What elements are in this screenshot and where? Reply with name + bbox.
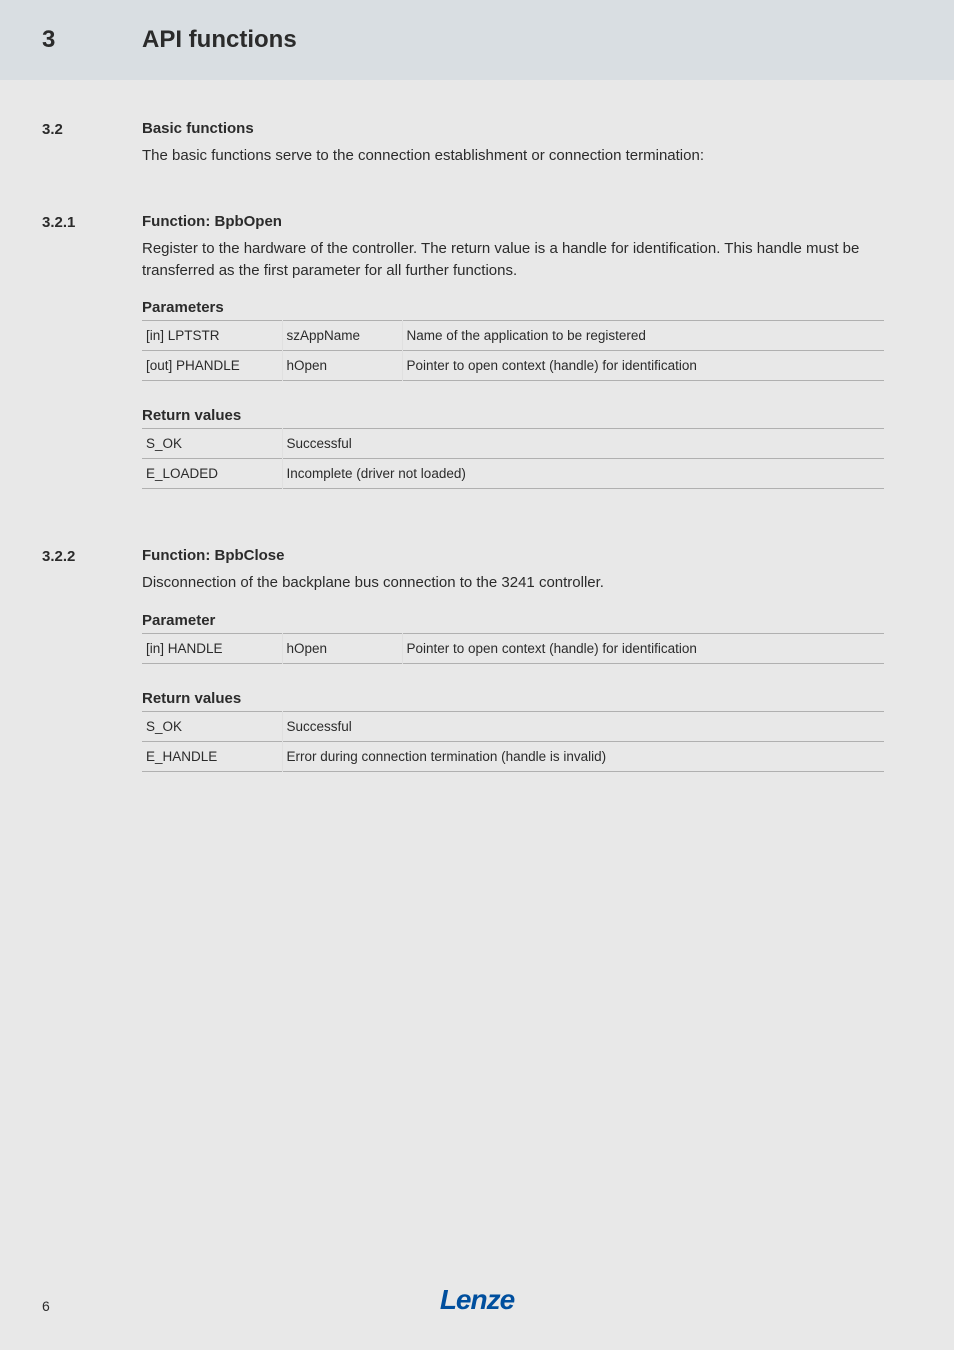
return-desc: Incomplete (driver not loaded): [282, 459, 884, 489]
parameters-label: Parameter: [142, 612, 884, 629]
section-title: Function: BpbClose: [142, 547, 884, 564]
section-number: 3.2.2: [42, 547, 142, 798]
return-desc: Error during connection termination (han…: [282, 742, 884, 772]
param-desc: Name of the application to be registered: [402, 321, 884, 351]
param-name: hOpen: [282, 634, 402, 664]
return-values-table: S_OK Successful E_HANDLE Error during co…: [142, 711, 884, 772]
table-row: [in] HANDLE hOpen Pointer to open contex…: [142, 634, 884, 664]
section-intro: Disconnection of the backplane bus conne…: [142, 572, 884, 594]
section-title: Basic functions: [142, 120, 884, 137]
parameters-table: [in] HANDLE hOpen Pointer to open contex…: [142, 633, 884, 664]
return-code: E_LOADED: [142, 459, 282, 489]
param-type: [in] HANDLE: [142, 634, 282, 664]
table-row: S_OK Successful: [142, 712, 884, 742]
return-desc: Successful: [282, 712, 884, 742]
param-name: hOpen: [282, 351, 402, 381]
return-code: S_OK: [142, 712, 282, 742]
parameters-label: Parameters: [142, 299, 884, 316]
table-row: [out] PHANDLE hOpen Pointer to open cont…: [142, 351, 884, 381]
param-desc: Pointer to open context (handle) for ide…: [402, 351, 884, 381]
table-row: S_OK Successful: [142, 429, 884, 459]
section-number: 3.2: [42, 120, 142, 185]
chapter-header: 3 API functions: [0, 0, 954, 80]
section-title: Function: BpbOpen: [142, 213, 884, 230]
param-name: szAppName: [282, 321, 402, 351]
param-type: [out] PHANDLE: [142, 351, 282, 381]
section-intro: The basic functions serve to the connect…: [142, 145, 884, 167]
return-values-label: Return values: [142, 407, 884, 424]
table-row: [in] LPTSTR szAppName Name of the applic…: [142, 321, 884, 351]
chapter-number: 3: [42, 26, 142, 54]
table-row: E_HANDLE Error during connection termina…: [142, 742, 884, 772]
section-intro: Register to the hardware of the controll…: [142, 238, 884, 282]
return-values-label: Return values: [142, 690, 884, 707]
param-type: [in] LPTSTR: [142, 321, 282, 351]
param-desc: Pointer to open context (handle) for ide…: [402, 634, 884, 664]
footer: Lenze: [0, 1284, 954, 1316]
brand-logo: Lenze: [440, 1284, 514, 1315]
parameters-table: [in] LPTSTR szAppName Name of the applic…: [142, 320, 884, 381]
table-row: E_LOADED Incomplete (driver not loaded): [142, 459, 884, 489]
section-number: 3.2.1: [42, 213, 142, 520]
return-code: E_HANDLE: [142, 742, 282, 772]
return-values-table: S_OK Successful E_LOADED Incomplete (dri…: [142, 428, 884, 489]
return-code: S_OK: [142, 429, 282, 459]
chapter-title: API functions: [142, 26, 297, 54]
page-number: 6: [42, 1298, 50, 1314]
return-desc: Successful: [282, 429, 884, 459]
